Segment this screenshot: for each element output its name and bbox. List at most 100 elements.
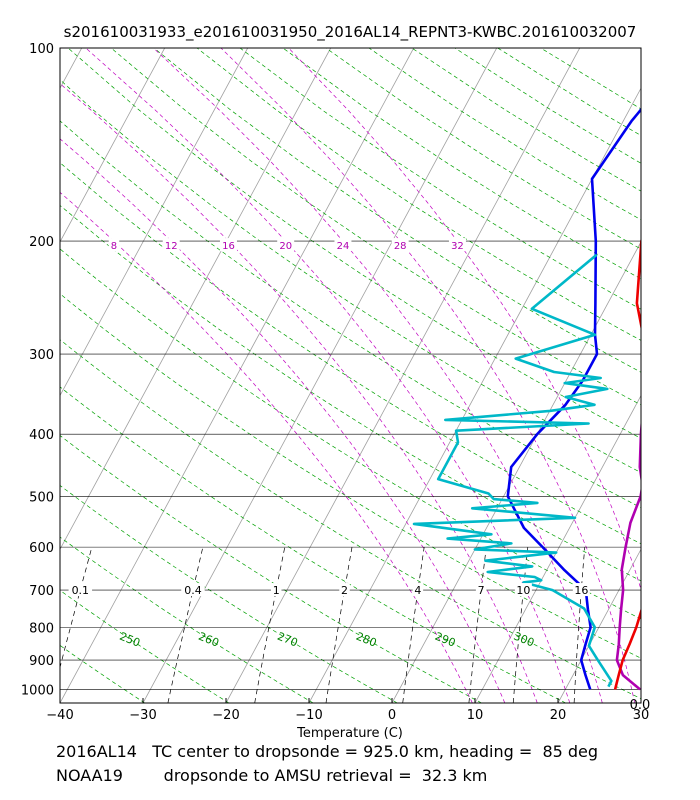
- moist-adiabat-line: [153, 48, 603, 703]
- corner-label: 0.0: [630, 698, 651, 713]
- mixing-ratio-line: [573, 547, 586, 703]
- dry-adiabat-label: 250: [118, 630, 142, 650]
- dropsonde-dewpoint-line: [412, 253, 613, 688]
- y-axis: 100 200 300 400 500 600 700 800 900 1000: [21, 42, 54, 698]
- isotherm-line: [60, 48, 415, 703]
- footer-line-1: 2016AL14 TC center to dropsonde = 925.0 …: [56, 742, 599, 761]
- moist-adiabat-label-bg: [391, 238, 409, 252]
- moist-adiabat-label: 12: [165, 241, 178, 252]
- parcel-profile-line: [615, 417, 641, 691]
- y-tick-label: 200: [29, 235, 54, 250]
- y-tick-label: 800: [29, 621, 54, 636]
- dry-adiabat-line: [153, 48, 641, 373]
- x-axis: −40 −30 −20 −10 0 10 20 30: [46, 698, 649, 723]
- dry-adiabat-line: [368, 48, 641, 221]
- mixing-ratio-label-bg: [68, 583, 93, 597]
- isotherm-line: [557, 548, 641, 703]
- x-tick-label: 0: [388, 708, 396, 723]
- dry-adiabat-line: [60, 248, 641, 620]
- mixing-ratio-line: [60, 547, 93, 669]
- moist-adiabat-label: 32: [451, 241, 464, 252]
- mixing-ratio-line: [254, 547, 286, 703]
- moist-adiabat-label: 20: [279, 241, 292, 252]
- moist-adiabat-label-bg: [334, 238, 352, 252]
- isotherm-line: [142, 48, 498, 703]
- moist-adiabat-line: [85, 48, 571, 703]
- isobar-grid: [60, 48, 641, 690]
- dry-adiabat-line: [60, 435, 482, 703]
- dry-adiabat-line: [60, 702, 61, 703]
- y-tick-label: 500: [29, 490, 54, 505]
- mixing-ratio-label-bg: [181, 583, 205, 597]
- dry-adiabat-label: 260: [196, 630, 220, 650]
- isotherm-line: [60, 48, 332, 551]
- dry-adiabat-line: [411, 48, 641, 192]
- plot-frame: [59, 47, 642, 704]
- dry-adiabat-label: 280: [354, 630, 378, 650]
- moist-adiabat-line: [60, 83, 538, 703]
- dry-adiabat-line: [60, 589, 230, 703]
- background-lines: [60, 48, 641, 703]
- mixing-ratio-label-bg: [412, 583, 424, 597]
- moist-adiabat-label-bg: [219, 238, 237, 252]
- mixing-ratio-label: 10: [516, 584, 530, 597]
- y-tick-label: 700: [29, 584, 54, 599]
- mixing-ratio-label-bg: [339, 583, 350, 597]
- moist-adiabat-label-bg: [162, 238, 180, 252]
- isotherm-line: [60, 48, 83, 90]
- mixing-ratio-line: [325, 547, 353, 703]
- mixing-ratio-label-bg: [572, 583, 590, 597]
- moist-adiabat-label: 28: [394, 241, 407, 252]
- isotherm-line: [60, 48, 249, 397]
- dry-adiabat-line: [60, 536, 314, 703]
- dry-adiabat-line: [60, 293, 641, 659]
- moist-adiabat-label: 8: [111, 241, 117, 252]
- mixing-ratio-line: [468, 547, 487, 703]
- mixing-ratio-line: [167, 547, 204, 703]
- x-tick-label: −10: [295, 708, 322, 723]
- mixing-ratio-label: 0.1: [72, 584, 90, 597]
- mixing-ratio-label: 2: [341, 584, 348, 597]
- footer-line-2: NOAA19 dropsonde to AMSU retrieval = 32.…: [56, 766, 488, 785]
- dry-adiabat-line: [60, 79, 641, 473]
- moist-adiabat-line: [60, 191, 473, 703]
- y-tick-label: 400: [29, 428, 54, 443]
- moist-adiabat-label-bg: [448, 238, 466, 252]
- moist-adiabat-label: 24: [337, 241, 350, 252]
- moist-adiabat-label-bg: [108, 238, 120, 252]
- x-tick-label: 10: [467, 708, 484, 723]
- mixing-ratio-label: 1: [273, 584, 280, 597]
- y-tick-label: 300: [29, 348, 54, 363]
- dry-adiabat-line: [60, 386, 566, 703]
- isotherm-line: [225, 48, 581, 703]
- isotherm-line: [308, 87, 641, 703]
- dry-adiabat-label: 270: [275, 630, 299, 650]
- amsu-temperature-line: [506, 107, 641, 690]
- dry-adiabat-line: [60, 485, 398, 703]
- mixing-ratio-label: 16: [574, 584, 588, 597]
- dry-adiabat-line: [60, 204, 641, 582]
- x-tick-label: −40: [46, 708, 73, 723]
- chart-title: s201610031933_e201610031950_2016AL14_REP…: [64, 23, 637, 42]
- isotherm-line: [474, 394, 641, 703]
- moist-adiabat-line: [60, 138, 506, 703]
- x-tick-label: 30: [633, 708, 650, 723]
- mixing-ratio-label-bg: [514, 583, 532, 597]
- mixing-ratio-line: [512, 547, 529, 703]
- dry-adiabat-line: [196, 48, 641, 341]
- moist-adiabat-label-bg: [277, 238, 295, 252]
- dry-adiabat-line: [60, 339, 641, 700]
- mixing-ratio-label: 0.4: [184, 584, 202, 597]
- mixing-ratio-line: [402, 547, 425, 703]
- x-tick-label: −30: [129, 708, 156, 723]
- x-tick-label: −20: [212, 708, 239, 723]
- x-tick-label: 20: [550, 708, 567, 723]
- moist-adiabat-line: [220, 48, 636, 703]
- dropsonde-temperature-line: [613, 237, 641, 690]
- y-tick-label: 600: [29, 541, 54, 556]
- dry-adiabat-line: [60, 120, 641, 509]
- dry-adiabat-label: 290: [433, 630, 457, 650]
- mixing-ratio-label-bg: [270, 583, 282, 597]
- dry-adiabat-line: [110, 48, 641, 406]
